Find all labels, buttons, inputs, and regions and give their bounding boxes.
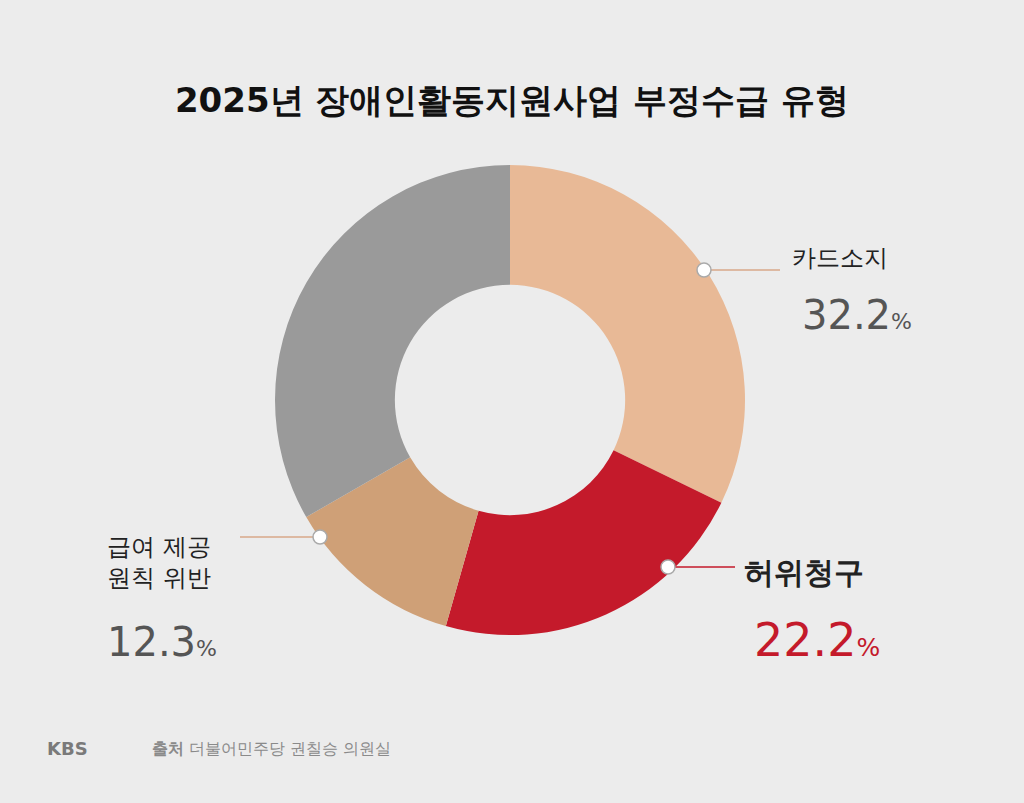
svg-text:출처 더불어민주당 권칠승 의원실: 출처 더불어민주당 권칠승 의원실 xyxy=(152,739,391,758)
svg-text:허위청구: 허위청구 xyxy=(744,555,864,590)
svg-text:32.2%: 32.2% xyxy=(802,292,912,338)
svg-text:2025년 장애인활동지원사업 부정수급 유형: 2025년 장애인활동지원사업 부정수급 유형 xyxy=(175,80,849,120)
svg-text:카드소지: 카드소지 xyxy=(792,244,888,272)
svg-text:급여 제공원칙 위반: 급여 제공원칙 위반 xyxy=(107,533,211,592)
svg-text:KBS: KBS xyxy=(47,738,88,759)
svg-text:12.3%: 12.3% xyxy=(107,619,217,665)
svg-text:22.2%: 22.2% xyxy=(754,613,880,667)
